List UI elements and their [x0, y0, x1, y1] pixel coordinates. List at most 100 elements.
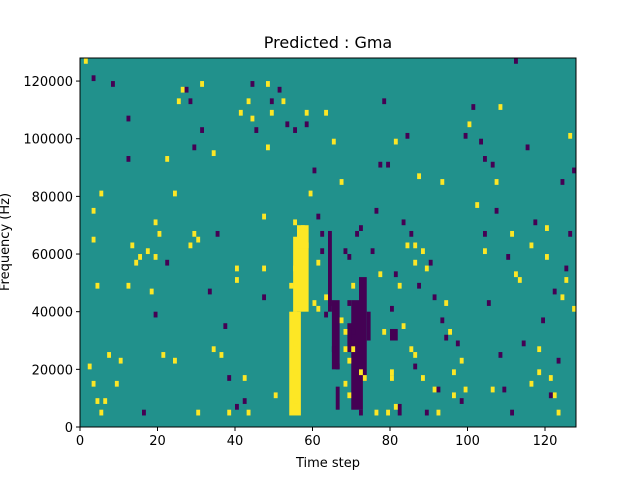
heatmap-cell-high	[494, 179, 499, 185]
heatmap-cell-high	[293, 282, 298, 289]
heatmap-cell-high	[386, 409, 391, 416]
heatmap-cell-high	[440, 179, 445, 185]
heatmap-cell-high	[107, 352, 112, 358]
heatmap-cell-high	[316, 305, 321, 312]
heatmap-cell-low	[444, 334, 449, 341]
heatmap-cell-low	[521, 340, 526, 347]
heatmap-cell-low	[126, 156, 131, 162]
heatmap-cell-low	[455, 340, 460, 347]
heatmap-cell-high	[130, 242, 135, 249]
heatmap-cell-low	[366, 311, 371, 341]
heatmap-cell-low	[235, 403, 239, 410]
heatmap-cell-low	[382, 98, 387, 105]
heatmap-cell-high	[91, 236, 96, 243]
heatmap-cell-high	[413, 259, 418, 266]
heatmap-cell-high	[448, 328, 453, 335]
heatmap-cell-high	[529, 380, 534, 387]
heatmap-cell-high	[103, 398, 108, 404]
heatmap-cell-high	[126, 282, 131, 289]
heatmap-cell-high	[83, 58, 88, 64]
x-tick-label: 100	[455, 434, 480, 449]
heatmap-cell-high	[421, 375, 425, 381]
heatmap-cell-high	[273, 392, 278, 399]
heatmap-cell-high	[405, 242, 410, 249]
heatmap-cell-low	[510, 409, 515, 416]
heatmap-cell-low	[401, 219, 406, 226]
heatmap-cell-high	[343, 380, 348, 387]
heatmap-cell-high	[362, 375, 367, 381]
heatmap-cell-high	[192, 230, 197, 237]
heatmap-cell-high	[300, 225, 305, 231]
heatmap-cell-high	[91, 380, 96, 387]
heatmap-cell-low	[486, 300, 491, 306]
y-tick-label: 0	[65, 421, 73, 436]
heatmap-cell-high	[560, 294, 565, 301]
heatmap-cell-high	[250, 115, 255, 122]
chart-title: Predicted : Gma	[264, 33, 392, 52]
heatmap-cell-low	[188, 98, 193, 105]
heatmap-cell-high	[242, 375, 247, 381]
heatmap-cell-high	[548, 375, 553, 381]
heatmap-cell-high	[498, 104, 503, 110]
heatmap-cell-high	[568, 132, 573, 139]
heatmap-cell-high	[153, 254, 158, 260]
heatmap-cell-high	[266, 144, 270, 151]
heatmap-cell-low	[359, 277, 367, 381]
heatmap-cell-high	[490, 386, 495, 393]
heatmap-cell-high	[145, 248, 150, 255]
heatmap-cell-low	[343, 248, 348, 255]
heatmap-cell-low	[413, 363, 418, 370]
heatmap-cell-high	[324, 109, 329, 116]
heatmap-cell-low	[393, 271, 398, 278]
heatmap-cell-high	[118, 357, 123, 364]
heatmap-cell-high	[219, 352, 224, 358]
heatmap-cell-low	[471, 104, 476, 110]
heatmap-cell-high	[138, 254, 143, 260]
x-tick-label: 80	[382, 434, 399, 449]
heatmap-cell-low	[560, 179, 565, 185]
heatmap-cell-high	[343, 328, 348, 335]
heatmap-cell-low	[359, 409, 363, 416]
heatmap-cell-low	[328, 300, 332, 306]
x-tick-label: 120	[533, 434, 558, 449]
heatmap-cell-high	[343, 346, 348, 353]
heatmap-cell-high	[196, 409, 201, 416]
heatmap-cell-low	[386, 161, 391, 168]
heatmap-cell-low	[250, 81, 255, 87]
heatmap-cell-high	[432, 386, 437, 393]
heatmap-cell-high	[99, 190, 104, 197]
y-tick-label: 80000	[32, 190, 73, 205]
heatmap-cell-high	[347, 392, 352, 399]
heatmap-cell-high	[87, 363, 92, 370]
heatmap-cell-low	[417, 282, 422, 289]
heatmap-cell-low	[479, 138, 484, 145]
heatmap-cell-low	[269, 98, 274, 105]
heatmap-cell-high	[180, 86, 185, 93]
heatmap-cell-high	[545, 225, 549, 231]
heatmap-cell-high	[304, 109, 309, 116]
heatmap-cell-high	[173, 190, 177, 197]
x-tick-label: 40	[227, 434, 244, 449]
heatmap-cell-high	[211, 346, 216, 353]
heatmap-cell-high	[238, 109, 243, 116]
heatmap-cell-high	[359, 369, 363, 376]
heatmap-cell-high	[293, 398, 298, 404]
heatmap-cell-high	[537, 346, 542, 353]
heatmap-cell-high	[339, 179, 344, 185]
heatmap-cell-high	[161, 352, 166, 358]
heatmap-cell-high	[510, 230, 515, 237]
y-tick-label: 100000	[23, 133, 73, 148]
heatmap-cell-high	[176, 98, 181, 105]
heatmap-cell-high	[436, 409, 441, 416]
heatmap-cell-high	[378, 271, 383, 278]
heatmap-cell-low	[331, 346, 336, 353]
y-tick-label: 40000	[32, 306, 73, 321]
heatmap-cell-high	[393, 403, 398, 410]
heatmap-cell-high	[235, 265, 239, 272]
heatmap-cell-high	[452, 392, 456, 399]
heatmap-cell-high	[556, 409, 561, 416]
heatmap-cell-low	[568, 230, 573, 237]
heatmap-cell-high	[289, 311, 301, 416]
heatmap-cell-high	[397, 282, 402, 289]
x-tick-label: 60	[304, 434, 321, 449]
